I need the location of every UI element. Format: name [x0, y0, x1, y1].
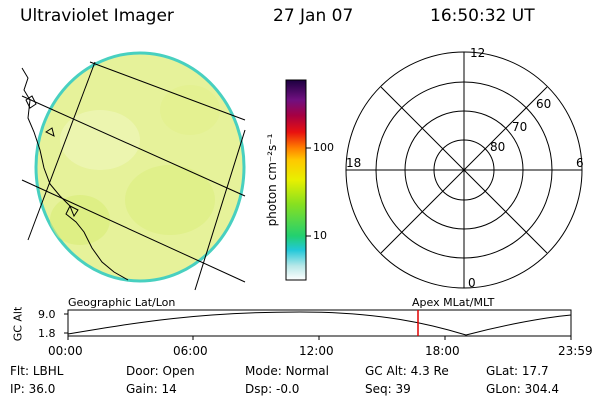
grid-line	[21, 179, 246, 283]
info-key: IP:	[10, 382, 25, 396]
uv-image	[21, 51, 246, 291]
info-key: GC Alt:	[365, 364, 407, 378]
info-door: Door: Open	[126, 364, 195, 378]
altitude-curve	[67, 311, 572, 336]
coastline-islands	[25, 95, 79, 218]
info-mode: Mode: Normal	[245, 364, 329, 378]
uv-image-texture	[50, 85, 220, 245]
info-gain: Gain: 14	[126, 382, 177, 396]
time-tick-label: 23:59	[558, 344, 593, 358]
colorbar-tick-label-10: 10	[313, 229, 327, 242]
info-dsp: Dsp: -0.0	[245, 382, 299, 396]
info-value: 4.3 Re	[410, 364, 449, 378]
colorbar-unit-label: photon cm⁻²s⁻¹	[265, 133, 279, 227]
info-value: 17.7	[521, 364, 549, 378]
grid-line	[194, 129, 246, 291]
polar-mlt-label-12: 12	[470, 46, 486, 60]
polar-diagonal	[380, 86, 548, 254]
polar-mlt-label-18: 18	[346, 156, 362, 170]
timeline-frame	[67, 309, 572, 337]
info-key: Flt:	[10, 364, 29, 378]
altitude-timeline	[64, 309, 572, 340]
alt-tick-label-low: 1.8	[38, 327, 56, 340]
instrument-title: Ultraviolet Imager	[20, 6, 174, 26]
info-key: Gain:	[126, 382, 158, 396]
info-glon: GLon: 304.4	[486, 382, 559, 396]
time-tick-label: 12:00	[299, 344, 334, 358]
info-key: Mode:	[245, 364, 282, 378]
time-tick-label: 06:00	[173, 344, 208, 358]
colorbar-gradient	[285, 79, 307, 281]
info-value: 36.0	[28, 382, 56, 396]
info-value: LBHL	[32, 364, 64, 378]
polar-lat-label-80: 80	[490, 140, 506, 154]
polar-mlt-label-0: 0	[468, 276, 476, 290]
polar-lat-label-60: 60	[536, 97, 552, 111]
polar-mlt-label-6: 6	[576, 156, 584, 170]
info-key: Door:	[126, 364, 159, 378]
time-tick-label: 18:00	[425, 344, 460, 358]
info-glat: GLat: 17.7	[486, 364, 549, 378]
info-value: Normal	[285, 364, 329, 378]
info-gc-alt: GC Alt: 4.3 Re	[365, 364, 449, 378]
polar-plot	[345, 51, 583, 289]
alt-tick-label-high: 9.0	[38, 308, 56, 321]
info-ip: IP: 36.0	[10, 382, 55, 396]
time-tick-label: 00:00	[48, 344, 83, 358]
time-label: 16:50:32 UT	[430, 6, 535, 26]
info-seq: Seq: 39	[365, 382, 411, 396]
date-label: 27 Jan 07	[273, 6, 354, 26]
timeline-title-right: Apex MLat/MLT	[412, 296, 495, 309]
polar-lat-label-70: 70	[512, 120, 528, 134]
info-filter: Flt: LBHL	[10, 364, 63, 378]
grid-line	[27, 61, 96, 241]
info-key: Dsp:	[245, 382, 273, 396]
grid-line	[21, 95, 246, 197]
colorbar	[285, 79, 311, 281]
info-value: Open	[162, 364, 195, 378]
timeline-axis-label: GC Alt	[11, 306, 25, 342]
info-value: 39	[395, 382, 411, 396]
info-key: GLat:	[486, 364, 519, 378]
info-key: Seq:	[365, 382, 392, 396]
info-key: GLon:	[486, 382, 521, 396]
timeline-title-left: Geographic Lat/Lon	[68, 296, 176, 309]
info-value: 14	[161, 382, 177, 396]
info-value: -0.0	[275, 382, 300, 396]
uv-image-oval	[34, 51, 246, 283]
info-value: 304.4	[524, 382, 559, 396]
colorbar-tick-label-100: 100	[313, 141, 334, 154]
grid-line	[89, 61, 246, 121]
